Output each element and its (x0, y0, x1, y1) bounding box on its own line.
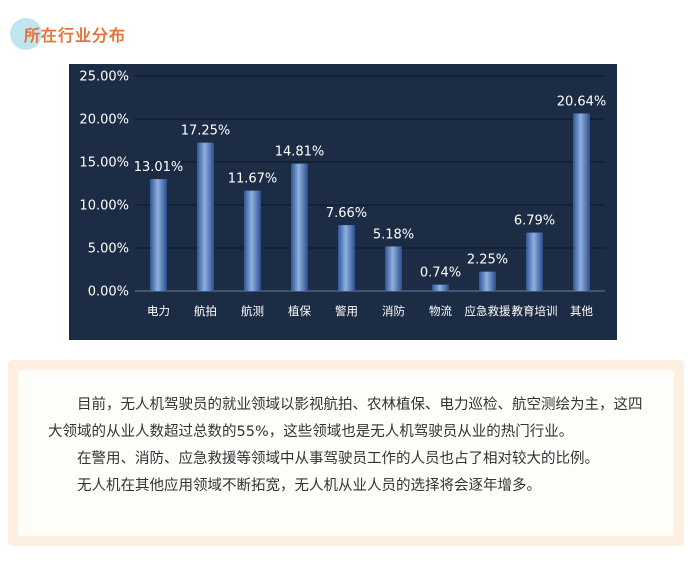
y-tick-label: 25.00% (79, 70, 129, 85)
description-paragraph: 无人机在其他应用领域不断拓宽，无人机从业人员的选择将会逐年增多。 (77, 478, 541, 494)
bar (150, 179, 167, 291)
x-tick-label: 教育培训 (512, 304, 558, 318)
description-text: 目前，无人机驾驶员的就业领域以影视航拍、农林植保、电力巡检、航空测绘为主，这四大… (48, 392, 656, 500)
x-tick-label: 其他 (570, 304, 593, 318)
y-tick-label: 20.00% (79, 113, 129, 128)
data-label: 14.81% (275, 145, 325, 160)
x-tick-label: 应急救援 (465, 304, 511, 318)
data-label: 13.01% (134, 160, 184, 175)
y-tick-label: 10.00% (79, 199, 129, 214)
x-tick-label: 航测 (241, 304, 264, 318)
y-tick-label: 0.00% (88, 285, 129, 300)
data-label: 0.74% (420, 266, 461, 281)
bar (526, 232, 543, 291)
x-tick-label: 消防 (382, 304, 405, 318)
data-label: 7.66% (326, 206, 367, 221)
data-label: 6.79% (514, 214, 555, 229)
header-circle-decoration (10, 18, 42, 50)
data-label: 2.25% (467, 253, 508, 268)
description-paragraph: 在警用、消防、应急救援等领域中从事驾驶员工作的人员也占了相对较大的比例。 (77, 451, 599, 467)
bar (291, 163, 308, 291)
description-inner: 目前，无人机驾驶员的就业领域以影视航拍、农林植保、电力巡检、航空测绘为主，这四大… (18, 370, 674, 536)
x-tick-label: 电力 (147, 304, 170, 318)
bar (197, 142, 214, 291)
y-tick-label: 15.00% (79, 156, 129, 171)
chart-svg: 0.00% 5.00% 10.00% 15.00% 20.00% 25.00% 13.01%… (79, 70, 607, 319)
x-tick-label: 物流 (429, 304, 452, 318)
bar (338, 225, 355, 291)
description-paragraph: 目前，无人机驾驶员的就业领域以影视航拍、农林植保、电力巡检、航空测绘为主，这四大… (48, 397, 643, 440)
bar-chart: 0.00% 5.00% 10.00% 15.00% 20.00% 25.00% 13.01%… (69, 64, 617, 340)
data-label: 20.64% (557, 94, 607, 109)
bar (385, 246, 402, 291)
section-header: 所在行业分布 (0, 14, 690, 54)
section-title: 所在行业分布 (24, 26, 127, 45)
description-box: 目前，无人机驾驶员的就业领域以影视航拍、农林植保、电力巡检、航空测绘为主，这四大… (8, 360, 684, 546)
bar (479, 271, 496, 291)
x-tick-label: 植保 (288, 304, 311, 318)
data-label: 17.25% (181, 124, 231, 139)
bar (432, 284, 449, 291)
data-label: 5.18% (373, 227, 414, 242)
data-label: 11.67% (228, 172, 278, 187)
bar (244, 190, 261, 291)
x-tick-label: 警用 (335, 304, 358, 318)
x-tick-label: 航拍 (194, 304, 217, 318)
y-tick-label: 5.00% (88, 242, 129, 257)
bar (573, 113, 590, 291)
